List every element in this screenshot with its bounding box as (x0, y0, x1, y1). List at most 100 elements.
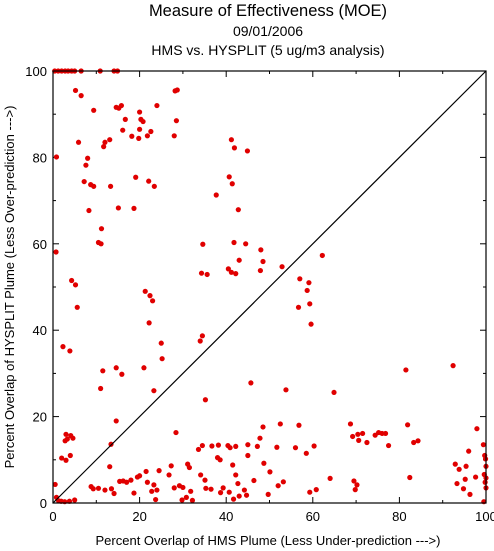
scatter-point (90, 486, 96, 492)
x-tick-label: 60 (306, 509, 320, 524)
scatter-point (306, 280, 312, 286)
scatter-point (154, 487, 160, 493)
scatter-point (140, 118, 146, 125)
scatter-point (350, 433, 356, 440)
scatter-point (75, 139, 82, 145)
scatter-point (128, 477, 134, 483)
one-to-one-diagonal-line (52, 70, 487, 504)
scatter-point (241, 487, 247, 493)
scatter-point (72, 87, 79, 94)
scatter-point (81, 178, 87, 185)
y-tick-label: 20 (33, 410, 47, 425)
scatter-point (359, 430, 366, 437)
scatter-point (101, 144, 107, 150)
scatter-point (215, 442, 222, 448)
scatter-point (171, 133, 177, 139)
scatter-point (151, 183, 157, 189)
scatter-point (198, 270, 205, 276)
scatter-point (473, 474, 479, 480)
scatter-point (308, 321, 314, 327)
scatter-point (480, 442, 487, 448)
scatter-point (307, 489, 313, 495)
scatter-point (85, 155, 91, 161)
scatter-point (456, 466, 462, 472)
plot-area-frame (52, 70, 487, 504)
scatter-point (179, 497, 185, 503)
scatter-point (154, 102, 160, 109)
scatter-point (450, 363, 456, 369)
scatter-point (198, 472, 204, 478)
scatter-point (107, 183, 114, 189)
scatter-point (202, 397, 209, 403)
scatter-point (220, 485, 226, 491)
scatter-point (347, 421, 354, 427)
scatter-point (171, 485, 177, 491)
scatter-point (173, 429, 179, 436)
scatter-point (382, 430, 389, 437)
scatter-point (474, 426, 480, 432)
scatter-point (142, 288, 148, 294)
scatter-point (415, 438, 421, 444)
chart-subtitle-analysis: HMS vs. HYSPLIT (5 ug/m3 analysis) (151, 42, 384, 58)
scatter-point (72, 497, 78, 503)
scatter-point (91, 183, 97, 189)
scatter-point (119, 371, 125, 377)
x-tick-label: 0 (49, 509, 56, 524)
scatter-point (197, 338, 203, 344)
scatter-point (144, 479, 150, 485)
scatter-point (199, 442, 205, 449)
scatter-point (188, 488, 194, 494)
scatter-point (133, 174, 139, 180)
scatter-point (327, 475, 333, 481)
scatter-point (63, 457, 69, 463)
x-tick-label: 40 (219, 509, 233, 524)
scatter-point (208, 486, 214, 492)
scatter-point (307, 301, 313, 307)
scatter-point (482, 479, 488, 485)
scatter-point (200, 241, 206, 247)
scatter-point (98, 241, 104, 247)
scatter-point (265, 491, 271, 497)
scatter-point (452, 461, 458, 467)
scatter-point (226, 174, 232, 180)
scatter-point (304, 287, 310, 294)
scatter-point (319, 252, 325, 259)
scatter-point (364, 439, 370, 446)
scatter-point (352, 487, 358, 493)
scatter-point (189, 497, 196, 504)
y-tick-label: 0 (40, 496, 47, 511)
scatter-point (69, 277, 75, 284)
scatter-point (295, 304, 302, 310)
scatter-point (159, 356, 165, 362)
scatter-point (233, 472, 239, 478)
scatter-point (279, 264, 285, 270)
x-tick-label: 20 (132, 509, 146, 524)
scatter-point (53, 249, 59, 255)
scatter-point (74, 304, 80, 310)
scatter-point (267, 469, 273, 475)
scatter-point (244, 148, 251, 154)
scatter-point (91, 107, 97, 113)
scatter-point (195, 446, 202, 453)
scatter-point (186, 464, 192, 471)
scatter-point (98, 226, 105, 232)
scatter-point (108, 486, 115, 492)
scatter-point (148, 128, 154, 135)
scatter-point (385, 442, 392, 449)
scatter-point (283, 387, 289, 393)
scatter-point (118, 102, 125, 109)
scatter-point (113, 365, 119, 371)
scatter-point (225, 266, 231, 272)
scatter-point (355, 431, 361, 437)
scatter-point (149, 298, 156, 304)
scatter-point (233, 271, 239, 277)
scatter-point (98, 385, 104, 392)
scatter-point (83, 162, 89, 168)
x-tick-label: 100 (475, 509, 494, 524)
scatter-point (233, 443, 239, 450)
scatter-point (313, 487, 319, 493)
scatter-point (243, 241, 249, 247)
scatter-point (228, 269, 234, 275)
scatter-point (463, 463, 469, 469)
scatter-point (261, 460, 267, 466)
